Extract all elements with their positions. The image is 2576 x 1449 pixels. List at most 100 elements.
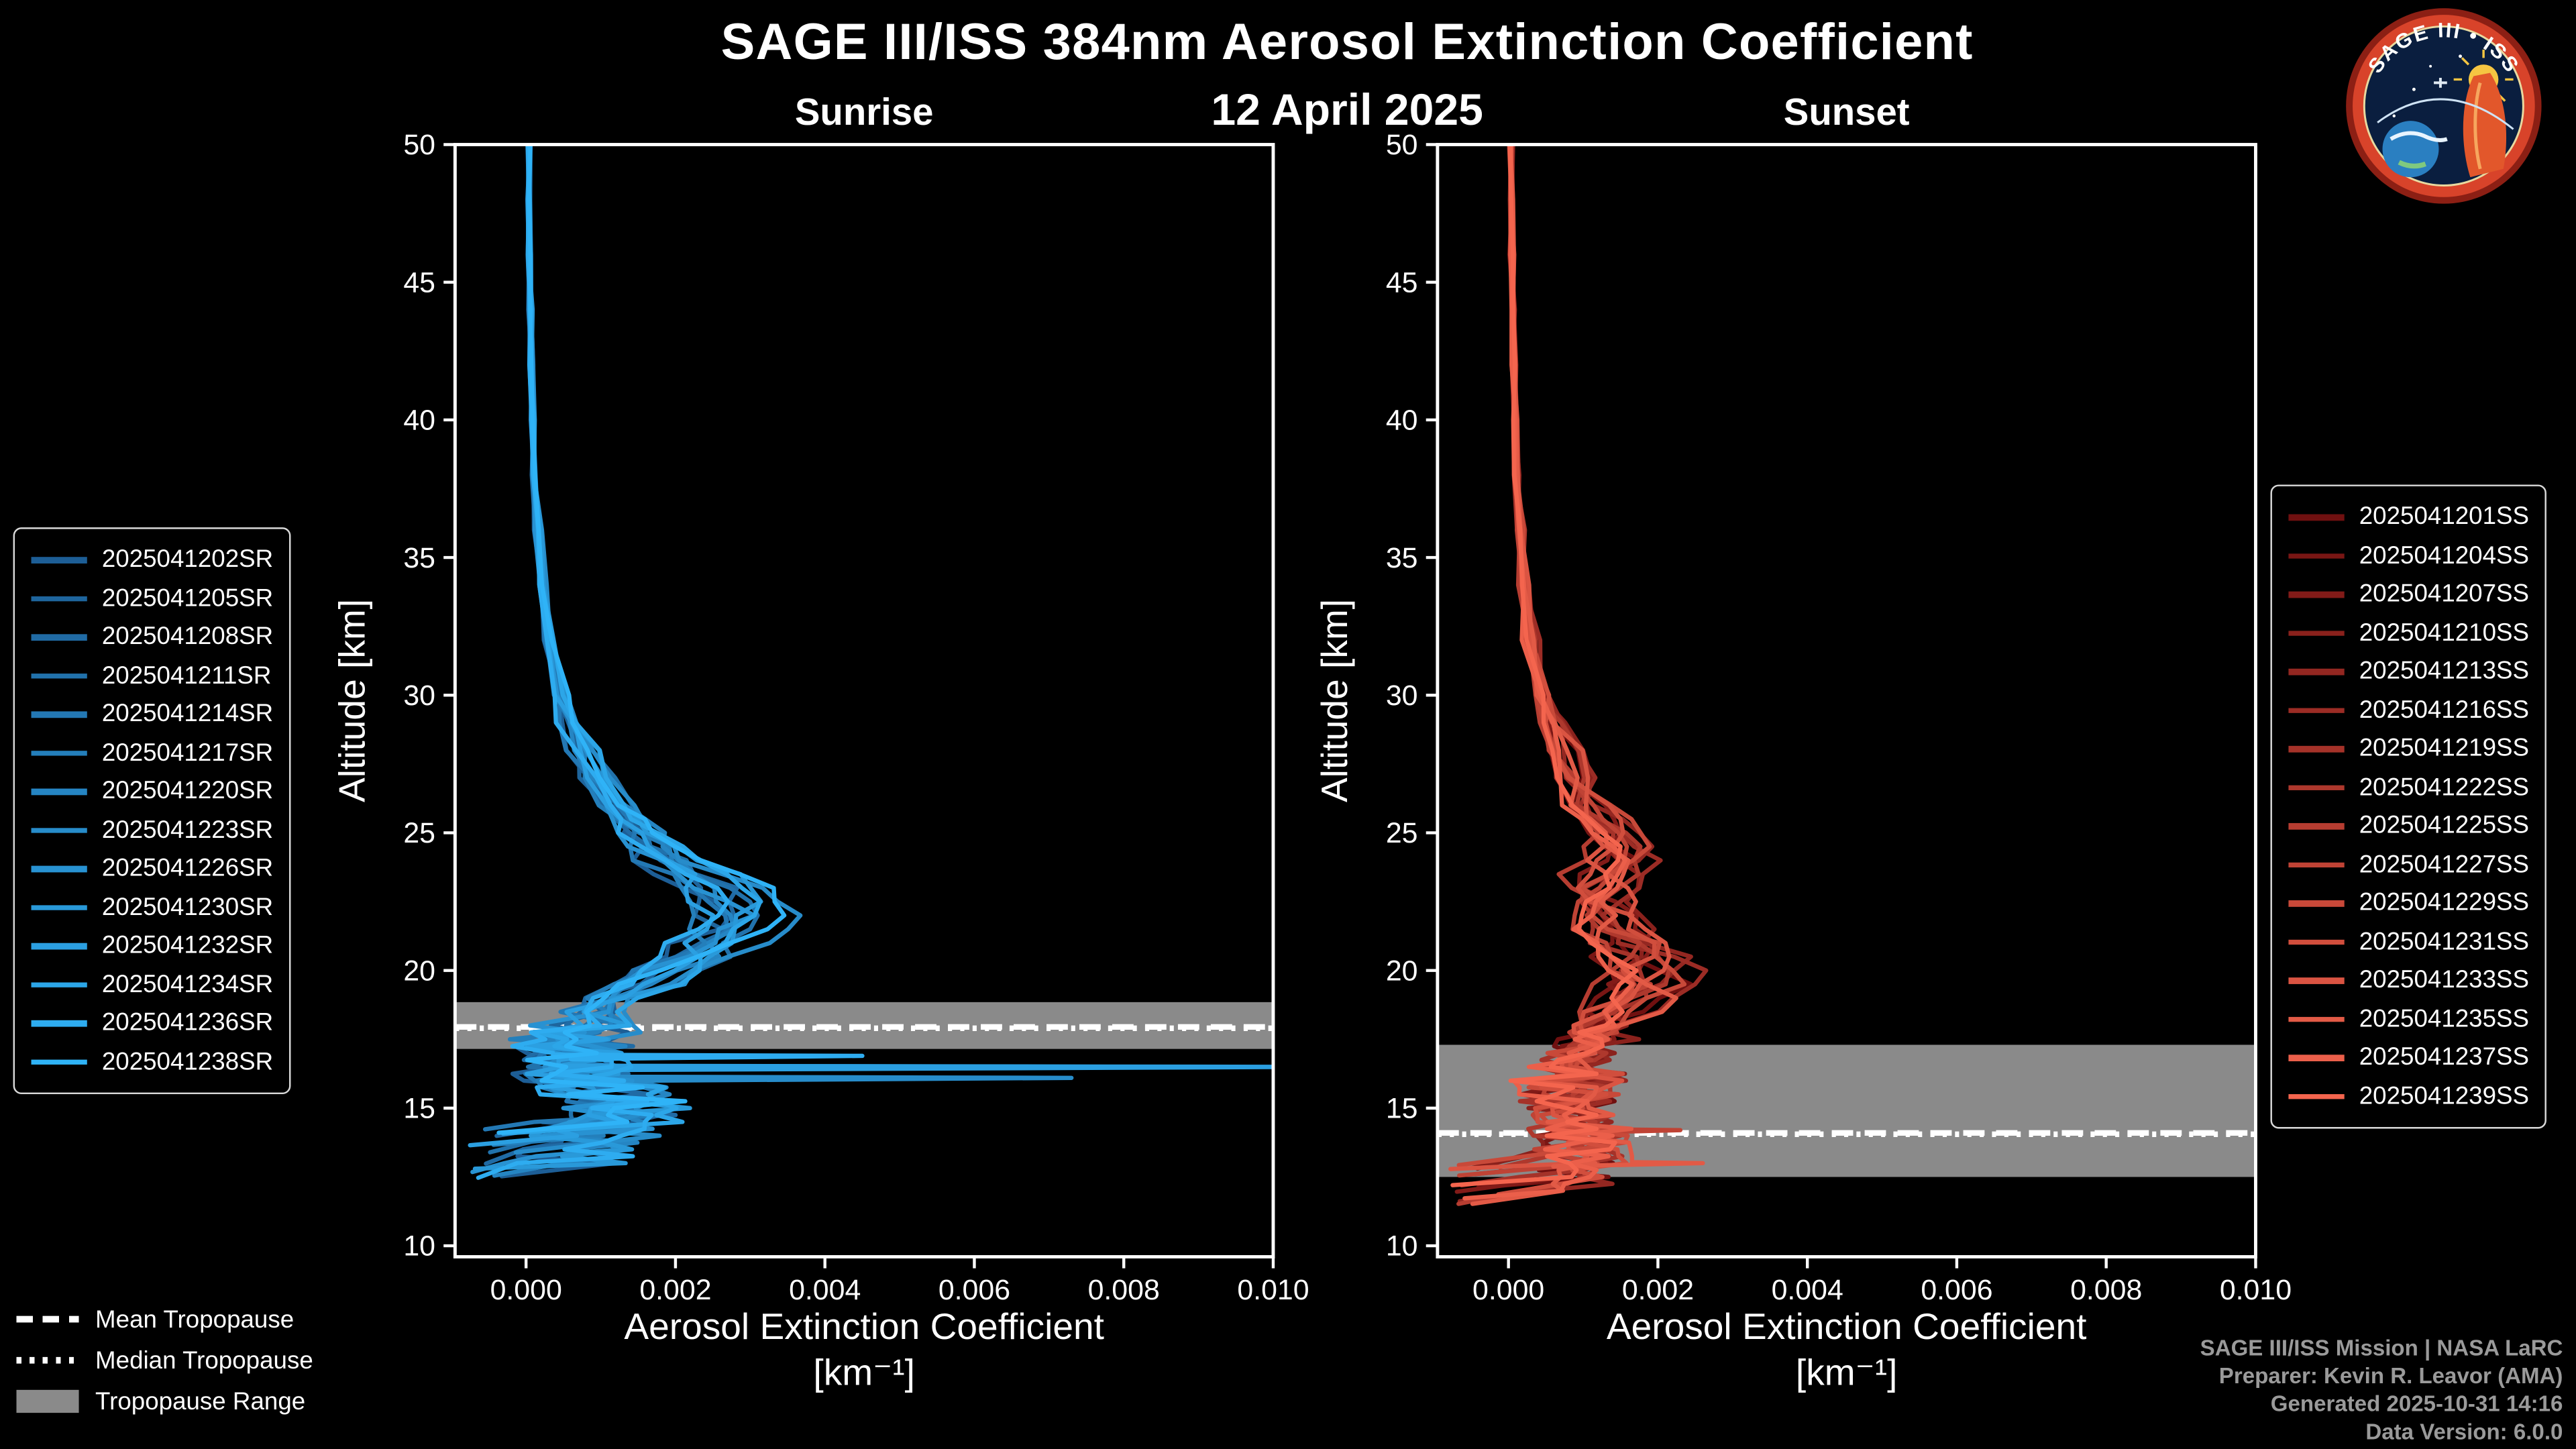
y-axis-label: Altitude [km] (1313, 599, 1355, 802)
legend-label: 2025041201SS (2359, 503, 2530, 531)
sunset-plot-area (1437, 144, 2256, 1206)
credits-preparer: Preparer: Kevin R. Leavor (AMA) (2218, 1363, 2563, 1389)
legend-label: 2025041219SS (2359, 735, 2530, 763)
legend-item: 2025041239SS (2288, 1077, 2529, 1116)
logo-orbit-line (2377, 98, 2514, 130)
x-tick-label: 0.004 (1772, 1274, 1843, 1306)
legend-line-swatch (2288, 553, 2345, 559)
legend-item: 2025041216SS (2288, 691, 2529, 730)
legend-item: 2025041235SS (2288, 1000, 2529, 1038)
legend-item: 2025041208SR (31, 618, 274, 657)
y-tick-label: 20 (1386, 955, 1418, 987)
legend-item: 2025041201SS (2288, 498, 2529, 537)
tropopause-legend: Mean Tropopause Median Tropopause Tropop… (16, 1304, 313, 1416)
tropopause-range-legend-item: Tropopause Range (16, 1387, 313, 1416)
profile-line-2025041227SS (1457, 144, 1683, 1178)
legend-label: 2025041231SS (2359, 928, 2530, 956)
legend-label: 2025041238SR (101, 1047, 274, 1076)
legend-item: 2025041233SS (2288, 961, 2529, 1000)
median-tropopause-legend-item: Median Tropopause (16, 1346, 313, 1375)
legend-label: 2025041235SS (2359, 1005, 2530, 1033)
legend-line-swatch (2288, 900, 2345, 906)
legend-line-swatch (2288, 1016, 2345, 1022)
y-tick-label: 40 (403, 405, 435, 437)
legend-item: 2025041223SR (31, 811, 274, 850)
x-tick-label: 0.000 (1472, 1274, 1544, 1306)
legend-item: 2025041237SS (2288, 1038, 2529, 1077)
legend-item: 2025041204SS (2288, 537, 2529, 576)
legend-label: 2025041232SR (101, 932, 274, 960)
sunset-panel-title: Sunset (1783, 90, 1910, 133)
legend-item: 2025041230SR (31, 888, 274, 927)
mean-tropopause-label: Mean Tropopause (95, 1305, 294, 1334)
y-tick-label: 50 (1386, 129, 1418, 161)
sunset-series-legend: 2025041201SS 2025041204SS 2025041207SS 2025… (2270, 484, 2547, 1129)
legend-label: 2025041207SS (2359, 580, 2530, 608)
page-title: SAGE III/ISS 384nm Aerosol Extinction Co… (720, 13, 1974, 71)
page-date: 12 April 2025 (1211, 85, 1483, 135)
legend-label: 2025041210SS (2359, 619, 2530, 647)
legend-item: 2025041232SR (31, 926, 274, 965)
legend-item: 2025041227SS (2288, 845, 2529, 884)
y-tick-label: 35 (1386, 542, 1418, 574)
legend-label: 2025041236SR (101, 1009, 274, 1037)
legend-line-swatch (2288, 1093, 2345, 1099)
legend-line-swatch (31, 865, 87, 872)
dotted-line-swatch (16, 1356, 79, 1364)
legend-line-swatch (2288, 822, 2345, 829)
logo-iss-icon (2434, 77, 2447, 88)
y-tick-label: 25 (403, 817, 435, 849)
legend-item: 2025041207SS (2288, 575, 2529, 614)
legend-line-swatch (31, 711, 87, 717)
legend-item: 2025041211SR (31, 656, 274, 695)
x-tick-label: 0.004 (789, 1274, 861, 1306)
legend-item: 2025041214SR (31, 695, 274, 734)
profile-line-2025041239SS (1450, 144, 1639, 1187)
legend-label: 2025041214SR (101, 700, 274, 729)
y-tick-label: 40 (1386, 405, 1418, 437)
legend-line-swatch (2288, 514, 2345, 521)
legend-line-swatch (31, 672, 87, 679)
x-tick-label: 0.002 (639, 1274, 711, 1306)
legend-line-swatch (31, 788, 87, 795)
legend-item: 2025041219SS (2288, 729, 2529, 768)
legend-line-swatch (2288, 707, 2345, 713)
legend-line-swatch (2288, 784, 2345, 790)
legend-item: 2025041213SS (2288, 652, 2529, 691)
legend-label: 2025041230SR (101, 893, 274, 922)
legend-label: 2025041239SS (2359, 1082, 2530, 1110)
x-axis-units-label: [km⁻¹] (813, 1351, 914, 1393)
y-tick-label: 10 (1386, 1230, 1418, 1263)
y-tick-label: 15 (403, 1093, 435, 1125)
legend-line-swatch (31, 1059, 87, 1065)
legend-line-swatch (2288, 861, 2345, 868)
legend-label: 2025041213SS (2359, 657, 2530, 686)
y-axis-label: Altitude [km] (331, 599, 373, 802)
legend-line-swatch (31, 557, 87, 563)
x-tick-label: 0.008 (1088, 1274, 1160, 1306)
profile-line-2025041229SS (1456, 144, 1687, 1168)
legend-label: 2025041222SS (2359, 773, 2530, 802)
x-tick-label: 0.002 (1622, 1274, 1694, 1306)
legend-label: 2025041226SR (101, 855, 274, 883)
legend-line-swatch (31, 943, 87, 949)
legend-line-swatch (2288, 668, 2345, 675)
x-tick-label: 0.006 (1921, 1274, 1992, 1306)
legend-line-swatch (31, 595, 87, 602)
x-axis-label: Aerosol Extinction Coefficient (624, 1305, 1104, 1347)
legend-label: 2025041225SS (2359, 812, 2530, 841)
legend-item: 2025041236SR (31, 1004, 274, 1042)
axes-frame (453, 143, 1275, 1258)
legend-line-swatch (2288, 591, 2345, 598)
x-tick-label: 0.000 (490, 1274, 562, 1306)
profile-line-2025041236SR (476, 144, 865, 1180)
y-tick-label: 45 (1386, 266, 1418, 299)
median-tropopause-label: Median Tropopause (95, 1346, 313, 1375)
logo-figure-robe-line (2473, 82, 2482, 170)
legend-label: 2025041211SR (101, 661, 272, 690)
logo-sage-figure (2463, 72, 2507, 178)
legend-item: 2025041231SS (2288, 922, 2529, 961)
legend-line-swatch (31, 904, 87, 910)
legend-label: 2025041205SR (101, 584, 274, 612)
legend-line-swatch (2288, 938, 2345, 945)
